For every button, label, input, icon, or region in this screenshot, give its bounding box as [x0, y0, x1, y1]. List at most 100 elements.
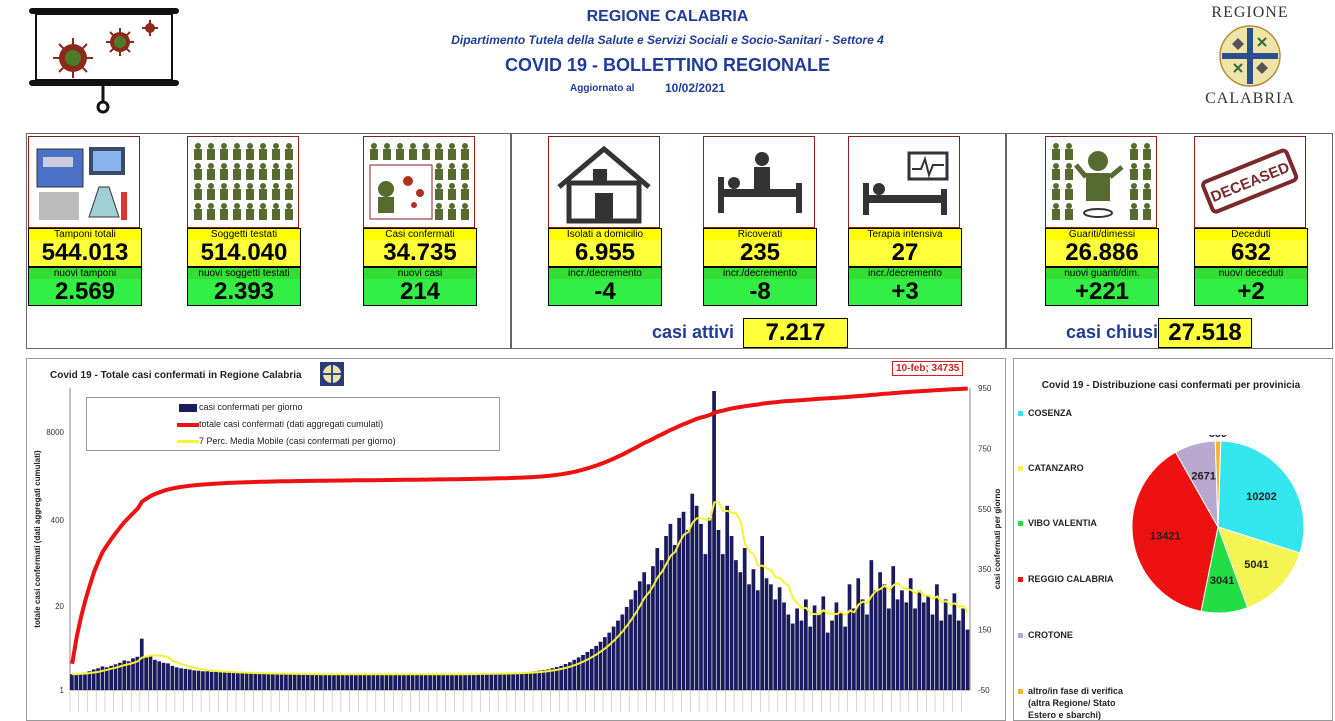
province-legend-item: altro/in fase di verifica (altra Regione/… — [1018, 685, 1123, 721]
daily-cases-bar — [891, 566, 896, 690]
daily-cases-bar — [799, 620, 804, 690]
province-name-line: (altra Regione/ Stato — [1028, 698, 1116, 708]
right-tick-label: 550 — [978, 505, 992, 514]
daily-cases-bar — [139, 638, 144, 690]
daily-cases-bar — [349, 674, 354, 690]
kpi-image — [187, 136, 299, 228]
legend-swatch — [1018, 521, 1023, 527]
daily-cases-bar — [244, 673, 249, 690]
deceased-stamp-icon: DECEASED — [1201, 148, 1299, 214]
legend-swatch — [1018, 411, 1023, 417]
daily-cases-bar — [886, 608, 891, 690]
legend-swatch — [1018, 689, 1023, 695]
daily-cases-bar — [305, 674, 310, 690]
kpi-value: 235 — [703, 240, 817, 267]
daily-cases-bar — [847, 584, 852, 690]
daily-cases-bar — [747, 584, 751, 690]
daily-cases-bar — [533, 671, 537, 690]
daily-cases-bar — [187, 669, 192, 690]
daily-cases-bar — [419, 674, 424, 690]
daily-cases-bar — [773, 599, 778, 690]
moving-average-line — [72, 501, 969, 676]
daily-cases-bar — [528, 671, 533, 690]
daily-cases-bar — [546, 669, 550, 690]
daily-cases-bar — [607, 632, 612, 690]
daily-cases-bar — [310, 674, 314, 690]
daily-cases-bar — [174, 667, 179, 690]
daily-cases-bar — [161, 662, 166, 690]
daily-cases-bar — [87, 671, 92, 690]
province-legend-item: COSENZA — [1018, 408, 1072, 418]
daily-cases-bar — [926, 596, 931, 690]
kpi-sub-value: +221 — [1045, 279, 1159, 306]
pie-slice-label: 13421 — [1150, 530, 1181, 542]
daily-cases-bar — [642, 572, 647, 690]
daily-cases-bar — [699, 523, 703, 690]
department-subtitle: Dipartimento Tutela della Salute e Servi… — [451, 33, 884, 47]
daily-cases-bar — [502, 673, 507, 690]
kpi-sub-value: 2.393 — [187, 279, 301, 306]
province-name: CROTONE — [1028, 630, 1073, 640]
daily-cases-bar — [777, 587, 782, 690]
daily-cases-bar — [450, 674, 454, 690]
province-legend-item: VIBO VALENTIA — [1018, 518, 1097, 528]
kpi-sub-value: 2.569 — [28, 279, 142, 306]
daily-cases-bar — [729, 535, 734, 690]
pie-slice-label: 3041 — [1210, 575, 1234, 587]
legend-swatch-moving-avg — [177, 440, 199, 443]
daily-cases-bar — [415, 674, 419, 690]
right-tick-label: -50 — [978, 686, 990, 695]
province-name: COSENZA — [1028, 408, 1073, 418]
daily-cases-bar — [760, 535, 764, 690]
daily-cases-bar — [961, 608, 965, 690]
bulletin-title: COVID 19 - BOLLETTINO REGIONALE — [504, 55, 831, 75]
daily-cases-bar — [336, 674, 341, 690]
daily-cases-bar — [319, 674, 323, 690]
province-name: CATANZARO — [1028, 463, 1084, 473]
daily-cases-bar — [279, 673, 284, 690]
daily-cases-bar — [520, 672, 524, 690]
kpi-sub-value: -4 — [548, 279, 662, 306]
daily-cases-bar — [690, 493, 695, 690]
daily-cases-bar — [222, 672, 227, 690]
daily-cases-bar — [742, 548, 747, 690]
legend-label-bars: casi confermati per giorno — [199, 402, 303, 412]
daily-cases-bar — [135, 656, 140, 690]
province-pie-chart: 10202 5041 3041 13421 2671 359 — [1131, 435, 1305, 614]
daily-cases-bar — [769, 584, 773, 690]
people-grid-icon — [194, 143, 293, 220]
daily-cases-bar — [227, 672, 231, 690]
province-name: REGGIO CALABRIA — [1028, 574, 1114, 584]
daily-cases-bar — [489, 673, 494, 690]
daily-cases-bar — [467, 673, 472, 690]
daily-cases-bar — [524, 672, 529, 690]
daily-cases-bar — [179, 668, 183, 690]
daily-cases-bar — [830, 620, 834, 690]
daily-cases-bar — [362, 674, 367, 690]
kpi-sub-value: +2 — [1194, 279, 1308, 306]
daily-cases-bar — [515, 672, 520, 690]
kpi-sub-value: +3 — [848, 279, 962, 306]
daily-cases-bar — [900, 590, 904, 690]
active-cases-label: casi attivi — [652, 322, 735, 342]
daily-cases-bar — [240, 673, 245, 690]
daily-cases-bar — [476, 673, 481, 690]
daily-cases-bar — [672, 545, 677, 690]
region-logo-bottom: CALABRIA — [1205, 90, 1295, 107]
right-tick-label: 750 — [978, 444, 992, 453]
pie-slice — [1214, 440, 1222, 528]
daily-cases-bar — [865, 614, 869, 690]
province-legend-item: CROTONE — [1018, 630, 1073, 640]
daily-cases-bar — [720, 554, 725, 690]
daily-cases-bar — [209, 671, 214, 690]
legend-label-moving-avg: 7 Perc. Media Mobile (casi confermati pe… — [199, 436, 396, 446]
daily-cases-bar — [345, 674, 349, 690]
daily-cases-bar — [585, 651, 590, 690]
daily-cases-bar — [677, 517, 681, 690]
daily-cases-bar — [471, 673, 476, 690]
pie-slice-label: 10202 — [1246, 491, 1277, 503]
lab-equipment-icon — [36, 147, 127, 220]
daily-cases-bar — [113, 664, 118, 690]
pie-chart-title: Covid 19 - Distribuzione casi confermati… — [1041, 380, 1301, 391]
left-tick-label: 1 — [60, 686, 65, 695]
